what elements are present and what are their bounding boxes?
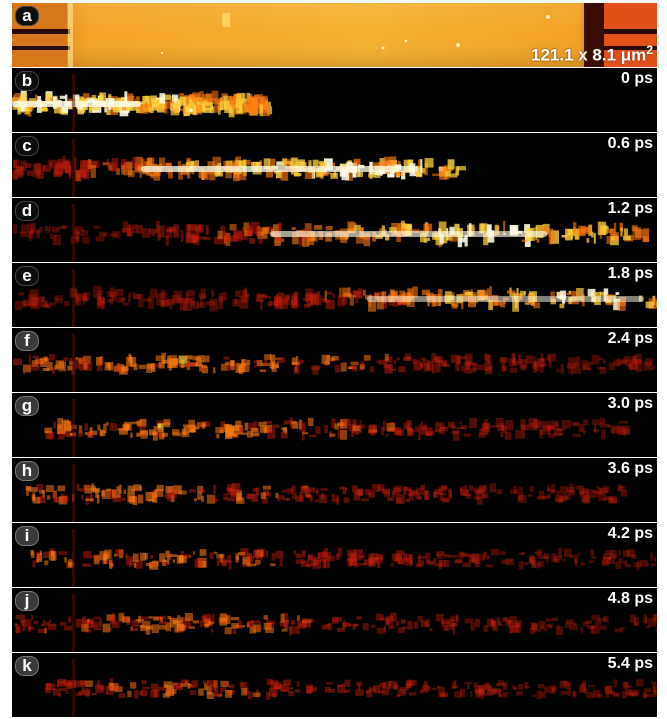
panel-label-d: d [15,201,39,221]
frame-panel-k: k 5.4 ps [12,653,657,717]
frame-image-j [12,588,657,652]
scale-text: 121.1 x 8.1 μm [530,46,647,65]
frame-image-k [12,653,657,717]
time-label-b: 0 ps [620,70,653,87]
topography-image [12,3,657,67]
time-label-d: 1.2 ps [607,200,653,217]
frame-panel-h: h 3.6 ps [12,458,657,522]
time-label-e: 1.8 ps [607,265,653,282]
time-label-h: 3.6 ps [607,460,653,477]
panel-label-a: a [15,6,39,26]
frame-panel-c: c 0.6 ps [12,133,657,197]
panel-label-c: c [15,136,39,156]
time-label-g: 3.0 ps [607,395,653,412]
frame-image-i [12,523,657,587]
frame-image-e [12,263,657,327]
panel-label-f: f [15,331,39,351]
frame-image-d [12,198,657,262]
panel-label-g: g [15,396,39,416]
frame-image-c [12,133,657,197]
frame-image-g [12,393,657,457]
panel-label-i: i [15,526,39,546]
time-label-c: 0.6 ps [607,135,653,152]
scale-label: 121.1 x 8.1 μm2 [531,43,653,66]
frame-image-h [12,458,657,522]
frame-image-f [12,328,657,392]
scale-exponent: 2 [646,43,653,58]
panel-label-h: h [15,461,39,481]
panel-label-j: j [15,591,39,611]
frame-panel-e: e 1.8 ps [12,263,657,327]
frame-image-b [12,68,657,132]
topography-panel: a 121.1 x 8.1 μm2 [12,3,657,67]
frame-panel-f: f 2.4 ps [12,328,657,392]
frame-panel-g: g 3.0 ps [12,393,657,457]
panel-label-e: e [15,266,39,286]
frame-panel-b: b 0 ps [12,68,657,132]
panel-label-k: k [15,656,39,676]
time-label-i: 4.2 ps [607,525,653,542]
time-label-k: 5.4 ps [607,655,653,672]
time-label-f: 2.4 ps [607,330,653,347]
frame-panel-j: j 4.8 ps [12,588,657,652]
frame-panel-d: d 1.2 ps [12,198,657,262]
time-label-j: 4.8 ps [607,590,653,607]
panel-label-b: b [15,71,39,91]
frame-panel-i: i 4.2 ps [12,523,657,587]
